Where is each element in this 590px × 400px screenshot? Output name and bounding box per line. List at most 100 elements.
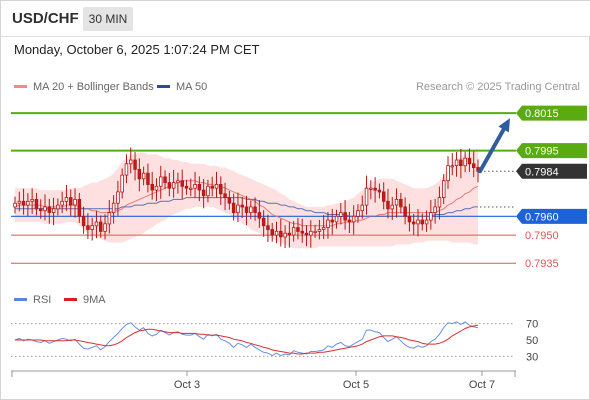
candle: [283, 225, 287, 249]
candle: [330, 209, 334, 235]
candle: [81, 206, 86, 234]
candle-body-up: [309, 230, 313, 236]
candle: [30, 188, 34, 214]
candle-body-up: [360, 204, 364, 212]
chart-header: USD/CHF 30 MIN: [1, 1, 590, 37]
candle-body-down: [86, 225, 90, 230]
candle-body-down: [163, 176, 167, 183]
rsi-line: [14, 321, 479, 357]
bollinger-swatch: [14, 84, 27, 88]
candle-body-up: [158, 176, 163, 187]
candle-body-down: [377, 189, 382, 193]
candle: [99, 215, 103, 238]
price-level-label: 0.7935: [525, 258, 559, 270]
candle: [399, 192, 403, 214]
candle-body-down: [304, 232, 309, 236]
candle-body-up: [317, 229, 322, 232]
candle-body-up: [326, 219, 330, 229]
candle: [407, 203, 412, 232]
candle-body-down: [201, 189, 206, 197]
candle-body-down: [231, 202, 236, 213]
rsi-ma-swatch: [64, 297, 77, 301]
timeframe-button[interactable]: 30 MIN: [83, 7, 133, 31]
candle-body-up: [429, 212, 433, 221]
candle-body-down: [270, 229, 274, 236]
candle: [39, 199, 43, 219]
candle: [133, 151, 137, 181]
candle-body-up: [463, 157, 467, 167]
candle-body-down: [411, 221, 416, 225]
candle-body-down: [218, 183, 223, 195]
price-level-tag: [516, 163, 587, 179]
candle-body-down: [34, 198, 39, 210]
candle-body-up: [90, 225, 94, 230]
candle: [236, 192, 240, 223]
candle-body-down: [343, 212, 347, 221]
candle-body-up: [334, 215, 339, 223]
candle: [244, 195, 249, 226]
candle: [339, 203, 343, 225]
candle-body-up: [283, 232, 287, 238]
candle: [218, 176, 223, 205]
candle: [43, 194, 47, 221]
candle-body-up: [103, 223, 107, 232]
candle-body-down: [133, 159, 137, 170]
candle-body-down: [197, 183, 202, 191]
candle-body-down: [167, 182, 172, 189]
rsi-tick-label: 30: [526, 351, 538, 363]
candle-body-up: [51, 208, 56, 214]
candle: [394, 188, 399, 218]
candle-body-down: [81, 215, 86, 227]
candle-body-up: [454, 159, 459, 166]
candle: [309, 220, 313, 248]
candle-body-down: [399, 198, 403, 208]
candle-body-up: [450, 165, 454, 168]
price-level-text: 0.7995: [525, 146, 559, 158]
rsi-ma-label: 9MA: [83, 294, 106, 306]
candle: [296, 218, 300, 240]
candle: [471, 151, 476, 178]
candle: [47, 198, 52, 224]
candle-body-down: [47, 206, 52, 213]
candle: [128, 147, 133, 174]
symbol-title: USD/CHF: [12, 10, 79, 27]
candle: [420, 213, 424, 231]
x-tick-label: Oct 7: [469, 379, 495, 391]
candle: [390, 197, 394, 220]
candle: [64, 184, 69, 211]
candle: [176, 172, 180, 194]
rsi-ma-line: [15, 324, 479, 355]
candle-body-up: [111, 202, 116, 213]
candle-body-up: [394, 198, 399, 206]
candle: [223, 182, 227, 211]
candle-body-up: [73, 198, 77, 206]
candle-body-up: [43, 206, 47, 212]
legend-bollinger: MA 20 + Bollinger Bands: [14, 81, 154, 93]
candle-body-up: [416, 219, 420, 225]
candle-body-up: [30, 198, 34, 202]
candle: [167, 172, 172, 197]
candle-body-down: [39, 208, 43, 212]
candle-body-up: [171, 182, 176, 189]
candle: [424, 210, 429, 232]
candle: [463, 151, 467, 173]
candle-body-up: [13, 202, 17, 208]
candle-body-down: [459, 159, 463, 166]
candle: [34, 192, 39, 216]
candle-body-up: [120, 174, 124, 193]
candle-body-up: [107, 212, 112, 225]
legend-ma50: MA 50: [157, 81, 207, 93]
candle: [270, 222, 274, 242]
candle: [467, 148, 472, 172]
candle: [154, 178, 159, 202]
legend-rsi-ma: 9MA: [64, 294, 106, 306]
candle-body-down: [244, 206, 249, 213]
price-level-label: 0.7984: [516, 163, 587, 179]
rsi-tick-label: 70: [526, 319, 538, 331]
candle: [334, 209, 339, 229]
candle-body-up: [313, 230, 317, 233]
candle-body-up: [141, 172, 146, 180]
candle: [137, 158, 142, 192]
candle: [90, 217, 94, 241]
candle-body-up: [154, 185, 159, 191]
